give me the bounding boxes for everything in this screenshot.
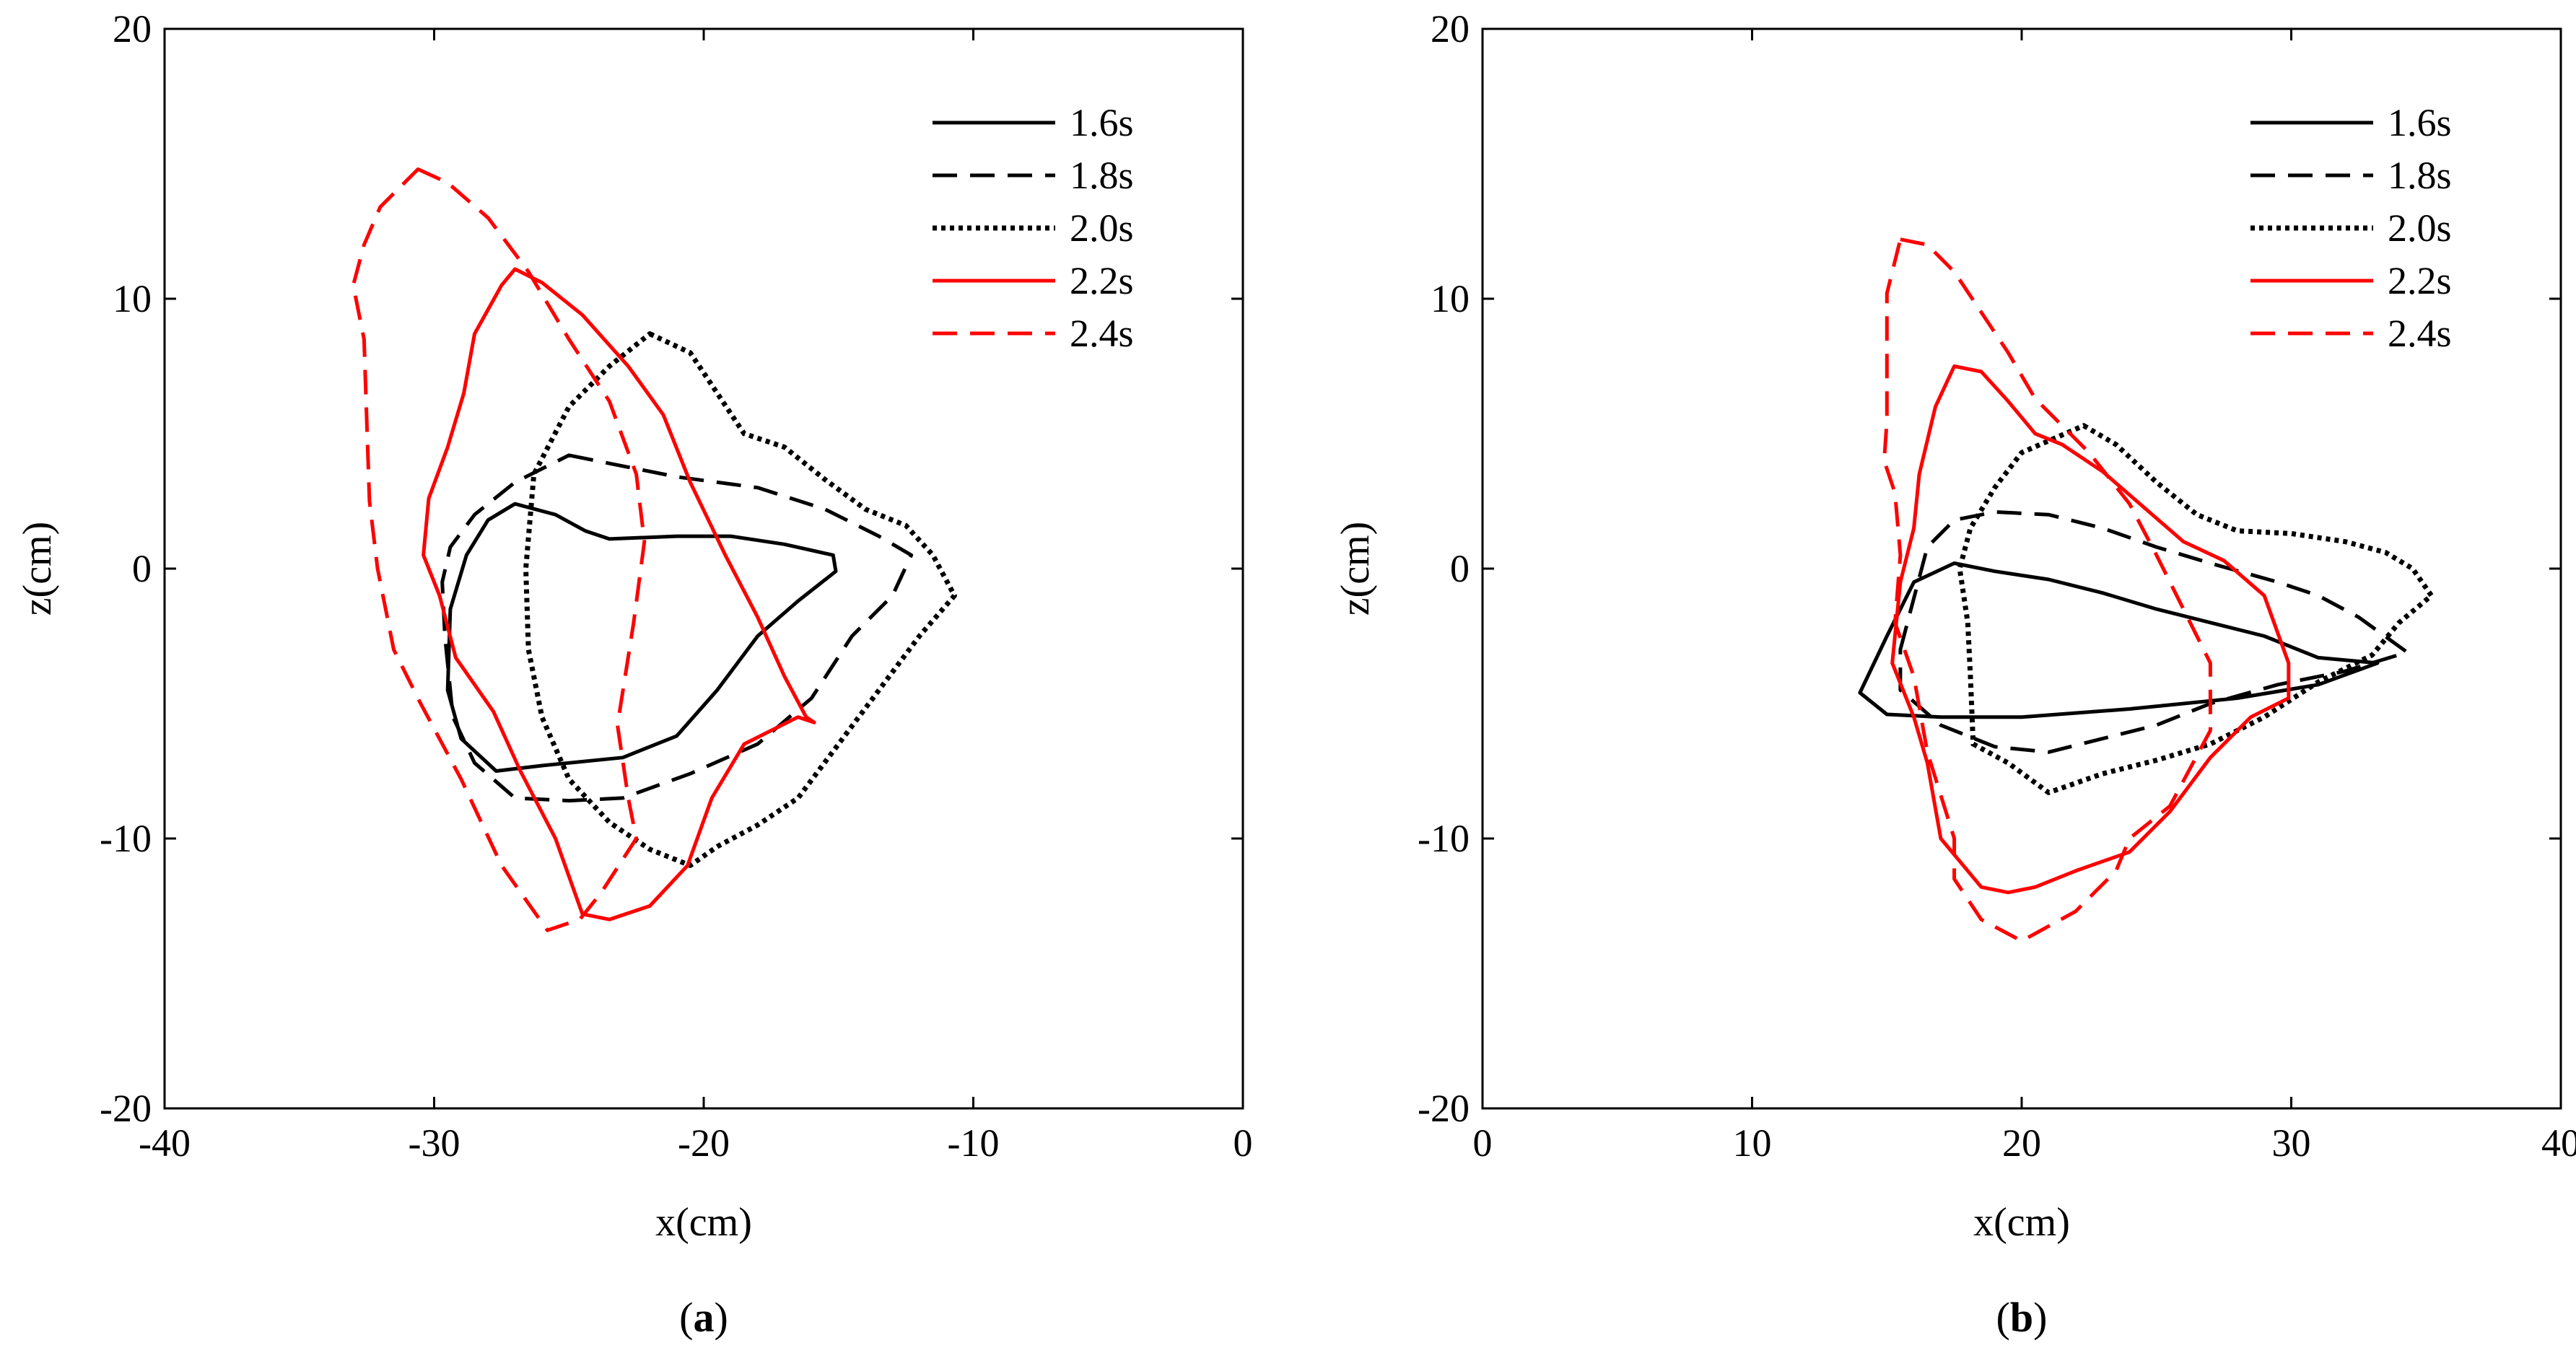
xtick-labels-a: -40 -30 -20 -10 0 (139, 1121, 1252, 1165)
y-tick-label-a-1: -10 (100, 817, 152, 860)
x-tick-label-a-0: -40 (139, 1121, 191, 1165)
legend-label-a-1: 1.8s (1070, 154, 1134, 197)
y-tick-label-b-0: -20 (1418, 1087, 1470, 1130)
y-tick-label-a-2: 0 (132, 547, 152, 590)
panel-letter-a: a (694, 1294, 715, 1341)
x-axis-label-b: x(cm) (1973, 1200, 2070, 1245)
y-tick-label-a-0: -20 (100, 1087, 152, 1130)
x-tick-label-b-2: 20 (2002, 1121, 2041, 1165)
series-line-a-1-6s (445, 502, 838, 773)
series-line-b-1-6s (1858, 561, 2380, 719)
ticks-b (1481, 27, 2562, 1110)
x-tick-label-b-3: 30 (2272, 1121, 2311, 1165)
legend-label-a-3: 2.2s (1070, 259, 1134, 302)
panel-caption-a: (a) (679, 1294, 728, 1341)
series-line-b-2-4s (1882, 237, 2212, 943)
y-tick-label-b-3: 10 (1431, 277, 1470, 320)
x-tick-label-a-4: 0 (1234, 1121, 1253, 1165)
ytick-labels-a: -20 -10 0 10 20 (100, 7, 152, 1130)
y-axis-label-b: z(cm) (1333, 522, 1378, 616)
y-tick-label-b-1: -10 (1418, 817, 1470, 860)
legend-label-b-2: 2.0s (2388, 206, 2452, 250)
x-tick-label-b-1: 10 (1733, 1121, 1772, 1165)
series-line-a-1-8s (440, 453, 914, 803)
x-axis-label-a: x(cm) (655, 1200, 752, 1245)
series-line-a-2-2s (422, 267, 816, 921)
y-tick-label-a-4: 20 (113, 7, 152, 51)
panel-caption-b: (b) (1996, 1294, 2048, 1341)
legend-label-b-0: 1.6s (2388, 101, 2452, 144)
legend-b: 1.6s 1.8s 2.0s 2.2s 2.4s (2250, 101, 2452, 355)
series-line-b-2-0s (1957, 423, 2435, 795)
legend-label-b-4: 2.4s (2388, 312, 2452, 355)
panel-b: 0 10 20 30 40 -20 -10 0 10 20 1.6s 1.8s 2.0s 2.2s 2.… (1333, 7, 2576, 1341)
panel-letter-b: b (2010, 1294, 2033, 1341)
y-tick-label-a-3: 10 (113, 277, 152, 320)
series-line-b-1-8s (1898, 510, 2409, 754)
legend-label-b-3: 2.2s (2388, 259, 2452, 302)
y-tick-label-b-2: 0 (1450, 547, 1470, 590)
legend-label-b-1: 1.8s (2388, 154, 2452, 197)
legend-label-a-0: 1.6s (1070, 101, 1134, 144)
panel-a: -40 -30 -20 -10 0 -20 -10 0 10 20 1.6s 1.8s 2.0s 2.… (15, 7, 1253, 1341)
x-tick-label-a-3: -10 (948, 1121, 1000, 1165)
x-tick-label-a-2: -20 (678, 1121, 730, 1165)
y-axis-label-a: z(cm) (15, 522, 60, 616)
legend-label-a-2: 2.0s (1070, 206, 1134, 250)
x-tick-label-b-4: 40 (2541, 1121, 2576, 1165)
legend-a: 1.6s 1.8s 2.0s 2.2s 2.4s (933, 101, 1134, 355)
series-line-a-2-0s (523, 331, 957, 868)
x-tick-label-b-0: 0 (1473, 1121, 1493, 1165)
ytick-labels-b: -20 -10 0 10 20 (1418, 7, 1470, 1130)
series-line-b-2-2s (1890, 364, 2291, 895)
curves-b (1858, 237, 2435, 943)
ticks-a (163, 27, 1244, 1110)
xtick-labels-b: 0 10 20 30 40 (1473, 1121, 2576, 1165)
curves-a (351, 167, 957, 932)
x-tick-label-a-1: -30 (409, 1121, 460, 1165)
legend-label-a-4: 2.4s (1070, 312, 1134, 355)
y-tick-label-b-4: 20 (1431, 7, 1470, 51)
